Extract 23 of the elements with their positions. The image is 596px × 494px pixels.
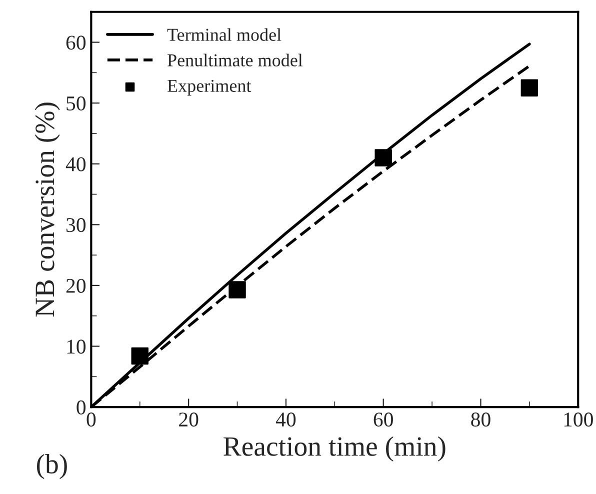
y-tick-label: 20 [66, 278, 86, 293]
x-tick-label: 0 [86, 412, 96, 427]
y-tick-label: 10 [67, 340, 86, 354]
x-tick-label: 20 [179, 412, 198, 427]
x-tick-label: 80 [471, 412, 490, 427]
y-tick-label: 50 [66, 96, 86, 110]
y-tick-label: 60 [66, 36, 86, 50]
point [228, 281, 246, 298]
point [520, 79, 538, 96]
text: (b) [36, 454, 67, 480]
point [131, 347, 148, 365]
x-axis-title: Reaction time (min) [224, 436, 446, 462]
x-tick-label: 100 [564, 412, 593, 427]
x-tick-label: 40 [276, 412, 296, 427]
y-axis-title: NB conversion (%) [34, 102, 60, 317]
point [374, 149, 392, 166]
y-tick-label: 40 [66, 157, 86, 172]
legend-label: Experiment [168, 80, 252, 96]
legend-label: Penultimate model [168, 54, 303, 66]
y-tick-label: 30 [66, 218, 86, 232]
legend-label: Terminal model [167, 28, 282, 41]
x-tick-label: 60 [374, 412, 393, 427]
y-tick-label: 0 [76, 400, 86, 414]
